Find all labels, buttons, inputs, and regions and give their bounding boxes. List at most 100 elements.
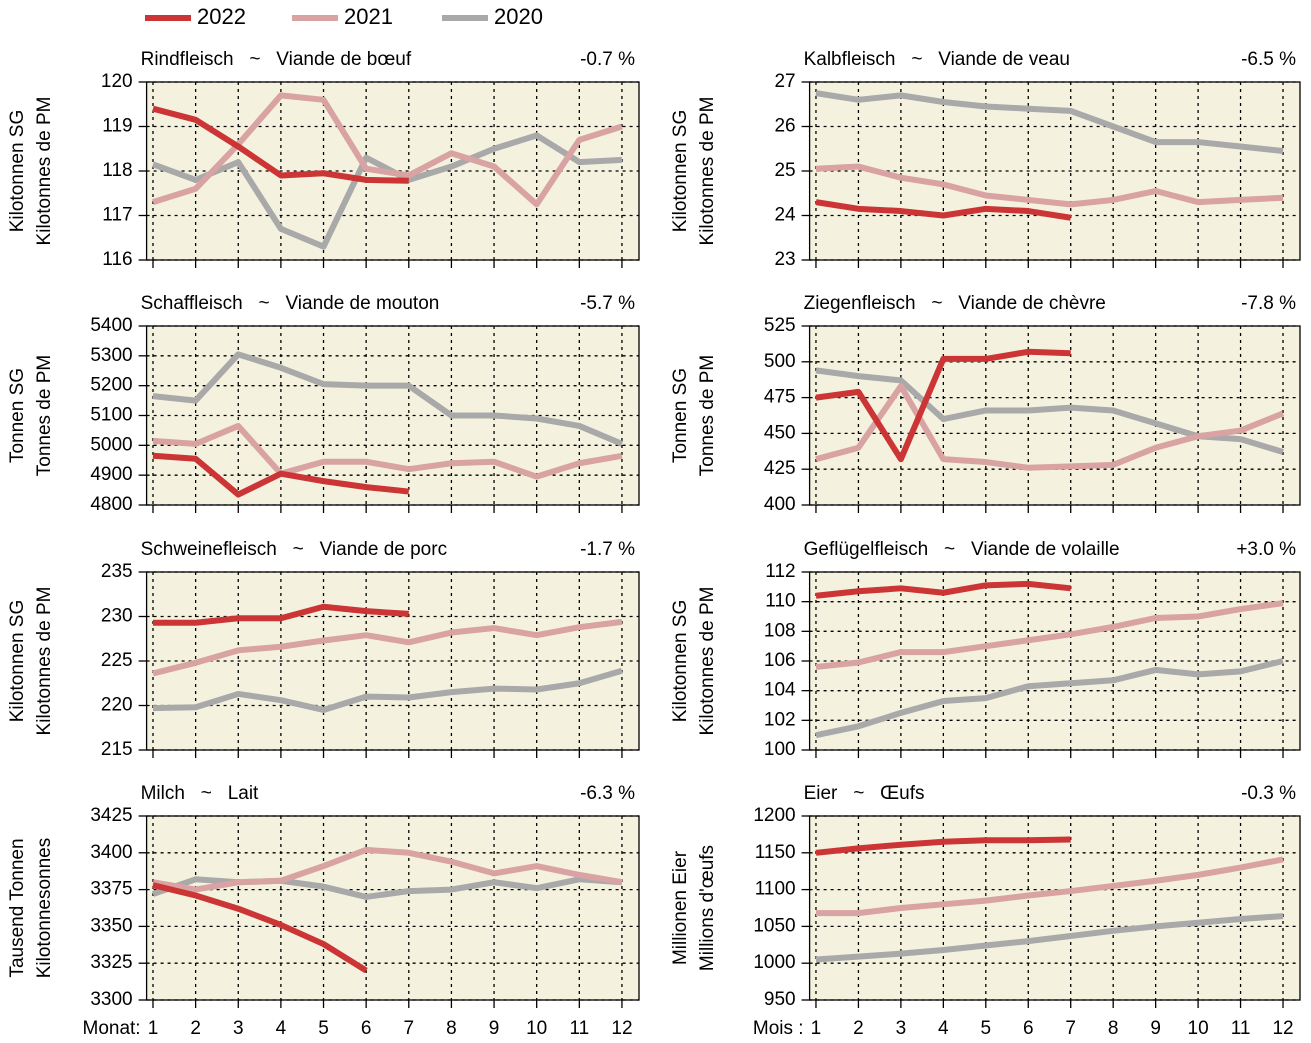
series-group (815, 348, 1285, 471)
plot-background (809, 326, 1300, 505)
y-tick-label: 110 (765, 591, 795, 612)
panel-title: Rindfleisch ~ Viande de bœuf (141, 49, 412, 70)
y-tick-label: 215 (101, 739, 133, 760)
y-tick-label: 4800 (90, 494, 132, 515)
x-tick-label: 12 (1272, 1018, 1293, 1039)
y-tick-label: 4900 (90, 464, 132, 485)
panel: Rindfleisch ~ Viande de bœuf -0.7 % Kiloto… (7, 49, 640, 270)
series-group (152, 351, 624, 498)
y-tick-label: 3400 (90, 842, 132, 863)
y-axis-label: Tonnes de PM (697, 355, 718, 476)
y-tick-label: 100 (764, 739, 796, 760)
y-tick-label: 230 (101, 606, 133, 627)
y-tick-label: 116 (102, 249, 132, 270)
x-tick-label: 1 (811, 1018, 822, 1039)
x-tick-label: 9 (1150, 1018, 1161, 1039)
panel: Ziegenfleisch ~ Viande de chèvre -7.8 % To… (670, 293, 1301, 515)
y-tick-label: 225 (101, 650, 133, 671)
panel-title: Kalbfleisch ~ Viande de veau (804, 49, 1070, 70)
y-tick-label: 3350 (90, 915, 132, 936)
panel-title: Milch ~ Lait (141, 783, 259, 804)
y-axis-label: Tausend Tonnen (7, 838, 28, 977)
y-tick-label: 450 (764, 422, 796, 443)
x-tick-label: 11 (569, 1018, 589, 1039)
series-line (815, 836, 1071, 856)
panel-change: -1.7 % (580, 539, 635, 560)
y-axis-label: Tonnes de PM (34, 355, 55, 476)
y-tick-label: 1000 (753, 952, 795, 973)
series-line (152, 846, 623, 893)
panel-title: Ziegenfleisch ~ Viande de chèvre (804, 293, 1106, 314)
y-axis-label: Kilotonnes de PM (34, 97, 55, 246)
y-tick-label: 106 (764, 650, 796, 671)
y-tick-label: 3300 (90, 989, 132, 1010)
y-axis-label: Tonnen SG (670, 368, 691, 463)
series-line (151, 132, 623, 250)
y-axis-label: Kilotonnesonnes (34, 838, 55, 979)
y-axis-label: Kilotonnen SG (670, 110, 691, 233)
x-tick-label: 10 (526, 1018, 547, 1039)
x-tick-label: 10 (1188, 1018, 1209, 1039)
x-tick-label: 4 (276, 1018, 287, 1039)
series-group (815, 580, 1284, 739)
legend-label: 2022 (197, 4, 246, 29)
panel: Kalbfleisch ~ Viande de veau -6.5 % Kiloto… (670, 49, 1301, 270)
series-line (152, 351, 624, 447)
plot-frame (145, 815, 640, 1001)
plot-frame (808, 81, 1301, 261)
y-axis-label: Kilotonnen SG (7, 600, 28, 723)
panel: Geflügelfleisch ~ Viande de volaille +3.0… (670, 539, 1301, 760)
y-tick-label: 5100 (90, 405, 132, 426)
plot-frame (808, 571, 1301, 751)
y-tick-label: 120 (101, 71, 133, 92)
y-axis-label: Kilotonnes de PM (697, 97, 718, 246)
y-tick-label: 3425 (90, 805, 132, 826)
plot-frame (145, 325, 640, 506)
panel: Milch ~ Lait -6.3 % Tausend Tonnen Kilotonn… (7, 783, 640, 1039)
y-tick-label: 500 (764, 351, 796, 372)
panel-title: Schaffleisch ~ Viande de mouton (141, 293, 440, 314)
series-line (815, 913, 1284, 963)
y-tick-label: 1100 (755, 879, 796, 900)
y-axis-label: Kilotonnen SG (670, 600, 691, 723)
panel-title: Geflügelfleisch ~ Viande de volaille (804, 539, 1120, 560)
plot-frame (145, 571, 640, 751)
y-tick-label: 25 (774, 160, 795, 181)
y-axis-label: Kilotonnes de PM (34, 587, 55, 736)
panel-change: -6.3 % (580, 783, 635, 804)
x-tick-label: 2 (190, 1018, 201, 1039)
y-tick-label: 5000 (90, 434, 132, 455)
y-tick-label: 400 (764, 494, 796, 515)
y-tick-label: 1150 (755, 842, 796, 863)
plot-frame (808, 815, 1301, 1001)
series-line (152, 422, 623, 480)
panel-change: -0.7 % (580, 49, 635, 70)
series-line (152, 667, 623, 713)
y-axis-label: Tonnen SG (7, 368, 28, 463)
series-line (815, 348, 1071, 463)
series-line (815, 199, 1072, 221)
x-tick-label: 6 (361, 1018, 372, 1039)
plot-frame (808, 325, 1301, 506)
y-axis-label: Millionen Eier (670, 850, 691, 965)
plot-background (146, 816, 639, 1000)
x-tick-label: 1 (148, 1018, 159, 1039)
y-tick-label: 475 (764, 387, 796, 408)
x-tick-label: 11 (1231, 1018, 1251, 1039)
y-tick-label: 3375 (90, 879, 132, 900)
panel-change: -5.7 % (580, 293, 635, 314)
series-line (815, 163, 1284, 208)
series-line (152, 618, 623, 677)
y-tick-label: 104 (764, 680, 796, 701)
x-tick-label: 5 (981, 1018, 992, 1039)
panel: Eier ~ Œufs -0.3 % Millionen Eier Millions … (670, 783, 1301, 1039)
x-tick-label: 9 (489, 1018, 500, 1039)
panel-change: -7.8 % (1241, 293, 1296, 314)
x-tick-label: 3 (233, 1018, 244, 1039)
panel-title: Eier ~ Œufs (804, 783, 925, 804)
panel-change: -0.3 % (1241, 783, 1296, 804)
y-tick-label: 27 (774, 71, 795, 92)
x-tick-label: 2 (853, 1018, 864, 1039)
panel-title: Schweinefleisch ~ Viande de porc (141, 539, 447, 560)
